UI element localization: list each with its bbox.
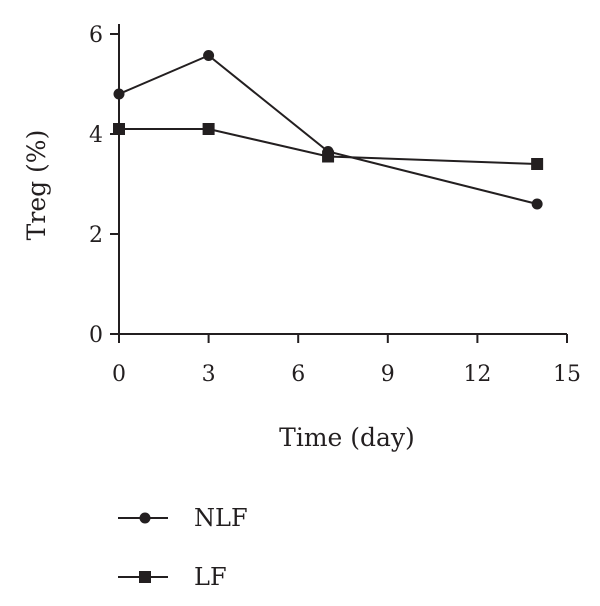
data-point-nlf	[531, 198, 543, 210]
series-lf	[113, 123, 544, 170]
legend: NLF LF	[118, 504, 248, 591]
x-tick-label: 3	[202, 362, 216, 387]
legend-label: NLF	[194, 504, 248, 532]
series-group	[113, 50, 544, 210]
y-axis-label: Treg (%)	[22, 130, 51, 241]
x-tick-label: 9	[381, 362, 395, 387]
legend-marker	[139, 512, 151, 524]
data-point-lf	[322, 150, 335, 163]
legend-marker	[139, 571, 151, 583]
x-tick-label: 0	[112, 362, 126, 387]
legend-item-nlf: NLF	[118, 504, 248, 532]
x-tick-label: 12	[463, 362, 491, 387]
legend-label: LF	[194, 563, 227, 591]
data-point-lf	[531, 158, 544, 170]
series-line-lf	[119, 128, 538, 165]
axes: 0 2 4 6 0 3 6 9 12 15	[89, 23, 581, 387]
data-point-nlf	[113, 88, 125, 100]
y-tick-label: 2	[89, 223, 103, 248]
x-tick-label: 6	[291, 362, 305, 387]
y-tick-label: 6	[89, 23, 103, 48]
data-point-lf	[202, 123, 215, 135]
data-point-nlf	[203, 50, 215, 61]
legend-item-lf: LF	[118, 563, 227, 591]
series-line-nlf	[118, 54, 538, 205]
data-point-lf	[113, 123, 125, 135]
y-tick-label: 4	[89, 123, 103, 148]
x-tick-label: 15	[553, 362, 581, 387]
x-axis-label: Time (day)	[279, 423, 415, 452]
y-tick-label: 0	[89, 323, 103, 348]
